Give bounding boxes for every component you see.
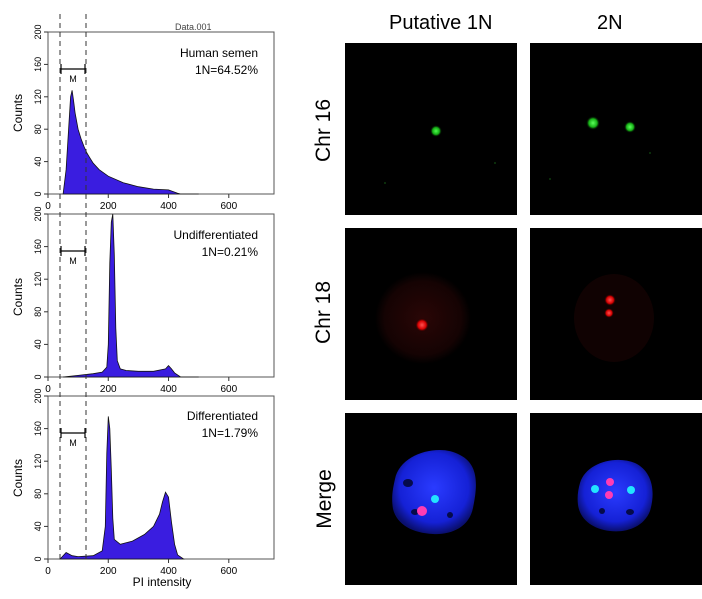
y-tick-label: 120	[33, 454, 43, 469]
y-tick-label: 160	[33, 57, 43, 72]
red-signal-2	[604, 308, 614, 318]
y-tick-label: 160	[33, 239, 43, 254]
hist-stat-1: 1N=64.52%	[195, 63, 258, 77]
y-tick-label: 0	[33, 374, 43, 379]
x-tick-label: 0	[45, 384, 51, 395]
histogram-area	[59, 416, 185, 560]
row-label-chr18: Chr 18	[312, 280, 335, 344]
magenta-signal	[417, 506, 427, 516]
column-title-2n: 2N	[597, 12, 623, 34]
y-tick-label: 0	[33, 556, 43, 561]
y-tick-label: 0	[33, 191, 43, 196]
cyan-signal	[431, 495, 439, 503]
y-tick-label: 200	[33, 24, 43, 39]
panel-chr16-2n	[530, 43, 702, 215]
y-tick-label: 40	[33, 339, 43, 349]
y-tick-label: 120	[33, 272, 43, 287]
histogram-area	[62, 90, 199, 195]
cyan-signal-2	[627, 486, 635, 494]
gate-label: M	[69, 256, 77, 266]
panel-chr16-putative-1n	[345, 43, 517, 215]
x-tick-label: 400	[160, 201, 177, 212]
panel-chr18-2n	[530, 228, 702, 400]
nucleus-blue	[577, 459, 653, 532]
histogram-area	[63, 213, 199, 378]
y-tick-label: 80	[33, 307, 43, 317]
file-label: Data.001	[175, 22, 212, 32]
gate-label: M	[69, 74, 77, 84]
green-signal-2	[624, 121, 636, 133]
hist-title-3: Differentiated	[187, 409, 258, 423]
y-tick-label: 40	[33, 157, 43, 167]
y-tick-label: 200	[33, 388, 43, 403]
y-tick-label: 200	[33, 206, 43, 221]
x-tick-label: 600	[220, 201, 237, 212]
row-label-merge: Merge	[313, 469, 336, 529]
column-title-putative-1n: Putative 1N	[389, 12, 493, 34]
x-tick-label: 0	[45, 201, 51, 212]
y-tick-label: 80	[33, 489, 43, 499]
gate-label: M	[69, 438, 77, 448]
y-axis-label-2: Counts	[11, 278, 25, 316]
hist-stat-3: 1N=1.79%	[202, 426, 259, 440]
y-tick-label: 80	[33, 124, 43, 134]
x-tick-label: 0	[45, 566, 51, 577]
hist-title-2: Undifferentiated	[173, 228, 258, 242]
y-axis-label-3: Counts	[11, 459, 25, 497]
panel-merge-putative-1n	[345, 413, 517, 585]
hist-stat-2: 1N=0.21%	[202, 245, 259, 259]
nucleus-blue	[392, 449, 476, 535]
y-tick-label: 40	[33, 521, 43, 531]
x-tick-label: 200	[100, 566, 117, 577]
cyan-signal-1	[591, 485, 599, 493]
y-axis-label-1: Counts	[11, 94, 25, 132]
x-axis-label: PI intensity	[133, 575, 192, 589]
panel-merge-2n	[530, 413, 702, 585]
y-tick-label: 120	[33, 89, 43, 104]
x-tick-label: 200	[100, 201, 117, 212]
hist-title-1: Human semen	[180, 46, 258, 60]
x-tick-label: 200	[100, 384, 117, 395]
panel-chr18-putative-1n	[345, 228, 517, 400]
red-signal	[415, 318, 429, 332]
red-signal-1	[604, 294, 616, 306]
x-tick-label: 400	[160, 384, 177, 395]
x-tick-label: 600	[220, 566, 237, 577]
magenta-signal-2	[605, 491, 613, 499]
green-signal-1	[586, 116, 600, 130]
row-label-chr16: Chr 16	[312, 98, 335, 162]
x-tick-label: 600	[220, 384, 237, 395]
x-tick-label: 400	[160, 566, 177, 577]
magenta-signal-1	[606, 478, 614, 486]
green-signal	[430, 125, 442, 137]
y-tick-label: 160	[33, 421, 43, 436]
